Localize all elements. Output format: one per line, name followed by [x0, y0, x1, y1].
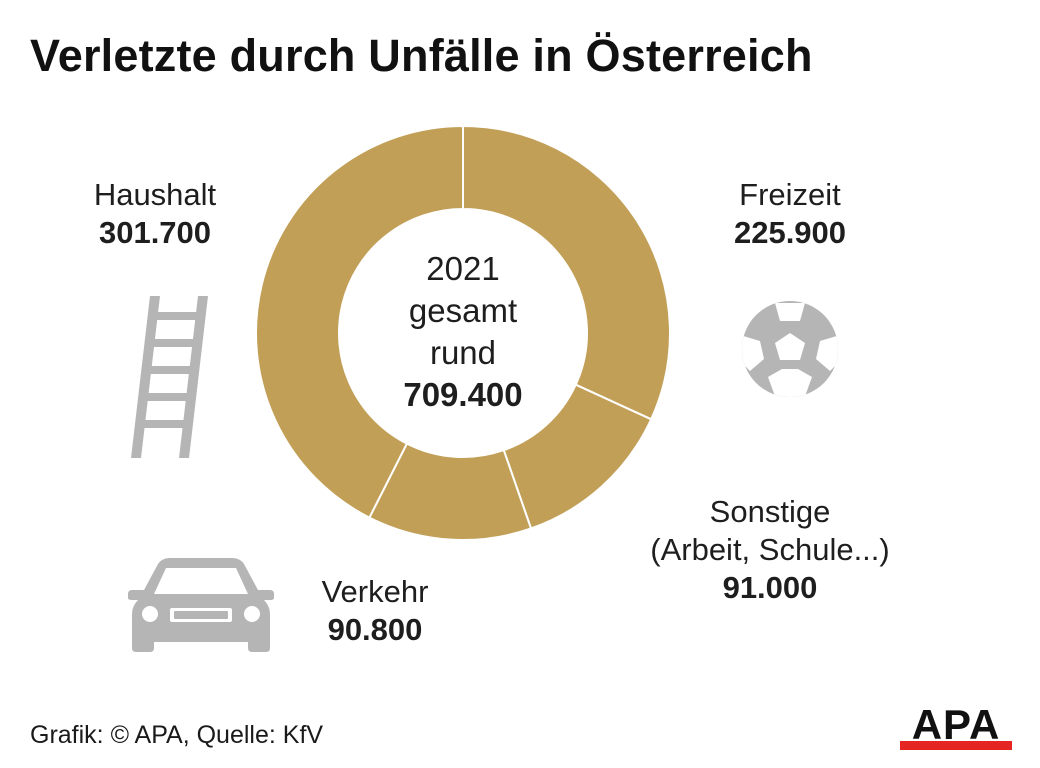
label-freizeit-name: Freizeit [739, 177, 841, 212]
svg-text:APA: APA [912, 703, 1001, 748]
chart-title: Verletzte durch Unfälle in Österreich [30, 30, 813, 81]
label-verkehr: Verkehr 90.800 [290, 573, 460, 649]
apa-logo: APA [900, 703, 1012, 750]
label-verkehr-name: Verkehr [321, 574, 429, 609]
ladder-icon [131, 296, 208, 458]
center-year: 2021 [426, 250, 500, 287]
soccer-ball-icon [742, 301, 838, 397]
label-sonstige-subname: (Arbeit, Schule...) [650, 532, 890, 567]
donut-center-label: 2021 gesamt rund 709.400 [363, 248, 563, 416]
footer-source: Grafik: © APA, Quelle: KfV [30, 721, 324, 749]
label-sonstige-name: Sonstige [709, 494, 831, 529]
label-haushalt-value: 301.700 [98, 215, 212, 250]
label-freizeit-value: 225.900 [733, 215, 847, 250]
donut-slice-haushalt [255, 124, 464, 519]
center-line-gesamt: gesamt [408, 292, 518, 329]
label-sonstige: Sonstige (Arbeit, Schule...) 91.000 [600, 493, 940, 607]
center-total-value: 709.400 [403, 376, 523, 413]
label-sonstige-value: 91.000 [722, 570, 818, 605]
donut-slice-freizeit [462, 124, 671, 421]
label-haushalt-name: Haushalt [93, 177, 217, 212]
label-verkehr-value: 90.800 [327, 612, 423, 647]
center-line-rund: rund [429, 334, 497, 371]
car-icon [128, 558, 274, 652]
label-freizeit: Freizeit 225.900 [690, 176, 890, 252]
label-haushalt: Haushalt 301.700 [60, 176, 250, 252]
